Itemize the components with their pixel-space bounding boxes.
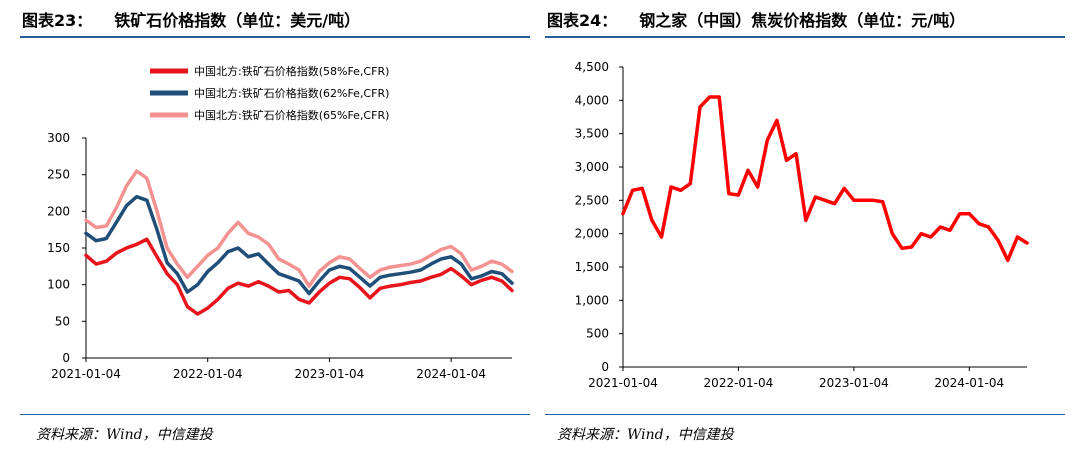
iron-ore-chart: 0 50 100 150 200 250 300 2021-01-04 2022-01-04 20… [47,64,514,381]
y-tick-label: 1,000 [575,293,609,307]
x-tick-label: 2023-01-04 [819,376,889,390]
x-tick-label: 2024-01-04 [416,367,486,381]
coke-price-chart: 0 500 1,000 1,500 2,000 2,500 3,000 3,500 4,000 4… [575,60,1029,390]
y-tick-label: 200 [47,204,70,218]
source-rule [20,414,530,415]
right-panel: 图表24： 钢之家（中国）焦炭价格指数（单位：元/吨） 0 500 1,000 1,50… [545,0,1080,449]
y-tick-label: 4,000 [575,93,609,107]
figure-title: 钢之家（中国）焦炭价格指数（单位：元/吨） [639,11,966,30]
chart-title: 图表23： 铁矿石价格指数（单位：美元/吨） [22,7,360,31]
source-rule [545,414,1065,415]
x-tick-label: 2021-01-04 [588,376,658,390]
figure-number: 图表23： [22,11,93,30]
y-tick-label: 2,500 [575,193,609,207]
x-tick-label: 2023-01-04 [295,367,365,381]
source-note: 资料来源：Wind，中信建投 [557,427,734,443]
y-tick-label: 100 [47,278,70,292]
title-rule [545,36,1065,38]
y-tick-label: 1,500 [575,260,609,274]
series-line-3 [84,169,514,288]
y-tick-label: 4,500 [575,60,609,74]
y-tick-label: 50 [55,314,70,328]
y-tick-label: 500 [586,327,609,341]
x-tick-label: 2021-01-04 [51,367,121,381]
legend-label: 中国北方:铁矿石价格指数(58%Fe,CFR) [194,64,389,78]
y-tick-label: 0 [601,360,609,374]
source-note: 资料来源：Wind，中信建投 [36,427,213,443]
series-line-2 [84,194,514,296]
figure-number: 图表24： [547,11,618,30]
left-panel: 图表23： 铁矿石价格指数（单位：美元/吨） 0 50 100 150 200 250 300… [0,0,532,449]
y-tick-label: 3,500 [575,127,609,141]
figure-title: 铁矿石价格指数（单位：美元/吨） [114,11,361,30]
series-line-1 [84,237,514,316]
y-tick-label: 150 [47,241,70,255]
x-tick-label: 2022-01-04 [173,367,243,381]
legend-label: 中国北方:铁矿石价格指数(62%Fe,CFR) [194,86,389,100]
title-rule [20,36,530,38]
y-tick-label: 0 [62,351,70,365]
y-tick-label: 3,000 [575,160,609,174]
chart-title: 图表24： 钢之家（中国）焦炭价格指数（单位：元/吨） [547,7,965,31]
series-line-1 [621,95,1029,263]
legend-label: 中国北方:铁矿石价格指数(65%Fe,CFR) [194,108,389,122]
y-tick-label: 250 [47,168,70,182]
x-tick-label: 2024-01-04 [934,376,1004,390]
y-tick-label: 300 [47,131,70,145]
y-tick-label: 2,000 [575,227,609,241]
x-tick-label: 2022-01-04 [704,376,774,390]
